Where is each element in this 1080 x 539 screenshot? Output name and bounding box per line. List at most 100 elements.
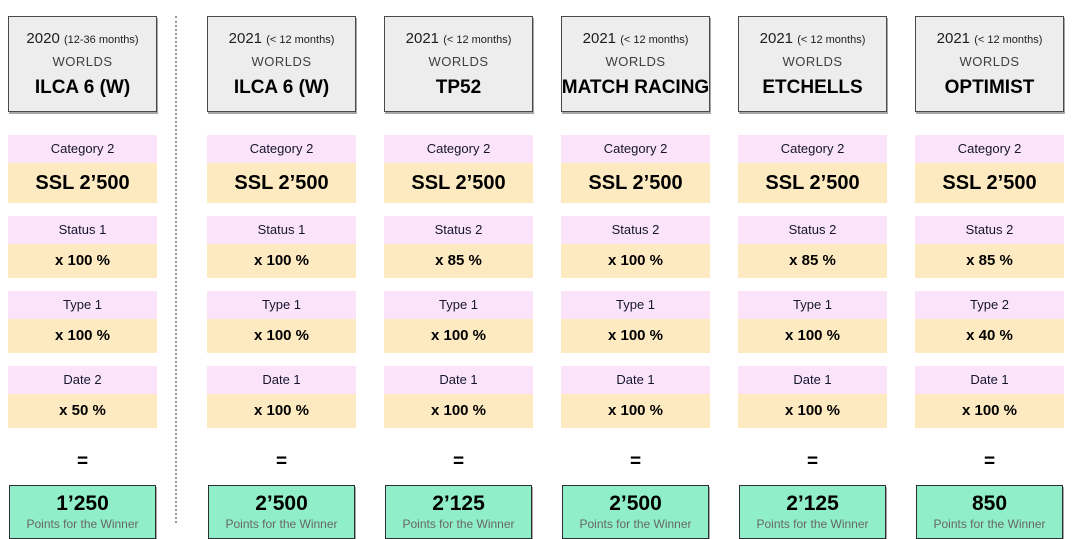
factor-category-value: SSL 2’500 bbox=[384, 163, 533, 203]
event-year: 2021 bbox=[228, 29, 263, 47]
equals-sign: = bbox=[806, 451, 819, 472]
factor-date-value: x 100 % bbox=[738, 394, 887, 428]
event-year: 2021 bbox=[759, 29, 794, 47]
points-caption: Points for the Winner bbox=[225, 517, 338, 531]
factor-category-label: Category 2 bbox=[738, 135, 887, 163]
event-name: ILCA 6 (W) bbox=[34, 76, 131, 98]
factor-category-value: SSL 2’500 bbox=[207, 163, 356, 203]
event-column-etchells-2021: 2021 (< 12 months) WORLDS ETCHELLS Categ… bbox=[738, 16, 887, 539]
factor-type-label: Type 1 bbox=[207, 291, 356, 319]
factor-status-value: x 85 % bbox=[384, 244, 533, 278]
factor-status: Status 1 x 100 % bbox=[207, 216, 356, 278]
event-header-box: 2021 (< 12 months) WORLDS TP52 bbox=[384, 16, 533, 112]
factor-status-value: x 85 % bbox=[915, 244, 1064, 278]
factor-type: Type 1 x 100 % bbox=[207, 291, 356, 353]
factor-category: Category 2 SSL 2’500 bbox=[8, 135, 157, 203]
points-caption: Points for the Winner bbox=[756, 517, 869, 531]
event-series: WORLDS bbox=[428, 54, 489, 69]
factor-status: Status 2 x 85 % bbox=[384, 216, 533, 278]
factor-category-label: Category 2 bbox=[207, 135, 356, 163]
points-result-box: 2’125 Points for the Winner bbox=[385, 485, 532, 539]
factor-date-label: Date 1 bbox=[915, 366, 1064, 394]
points-value: 2’500 bbox=[255, 492, 308, 515]
points-value: 2’125 bbox=[432, 492, 485, 515]
equals-sign: = bbox=[275, 451, 288, 472]
factor-type-label: Type 2 bbox=[915, 291, 1064, 319]
points-value: 1’250 bbox=[56, 492, 109, 515]
factor-type: Type 2 x 40 % bbox=[915, 291, 1064, 353]
points-result-box: 1’250 Points for the Winner bbox=[9, 485, 156, 539]
factor-status-label: Status 2 bbox=[384, 216, 533, 244]
factor-category-value: SSL 2’500 bbox=[8, 163, 157, 203]
factor-status-label: Status 1 bbox=[207, 216, 356, 244]
factor-type-value: x 100 % bbox=[8, 319, 157, 353]
factor-date-value: x 50 % bbox=[8, 394, 157, 428]
factor-status: Status 1 x 100 % bbox=[8, 216, 157, 278]
equals-sign: = bbox=[452, 451, 465, 472]
factor-date: Date 2 x 50 % bbox=[8, 366, 157, 428]
event-name: ILCA 6 (W) bbox=[233, 76, 330, 98]
event-year: 2021 bbox=[582, 29, 617, 47]
event-year: 2021 bbox=[405, 29, 440, 47]
event-period: (< 12 months) bbox=[443, 33, 512, 46]
event-year-line: 2021 (< 12 months) bbox=[406, 30, 512, 47]
event-name: OPTIMIST bbox=[944, 76, 1035, 98]
factor-date-label: Date 1 bbox=[738, 366, 887, 394]
factor-type-value: x 40 % bbox=[915, 319, 1064, 353]
event-period: (< 12 months) bbox=[974, 33, 1043, 46]
event-year-line: 2021 (< 12 months) bbox=[760, 30, 866, 47]
factor-date: Date 1 x 100 % bbox=[207, 366, 356, 428]
factor-category: Category 2 SSL 2’500 bbox=[207, 135, 356, 203]
event-header-box: 2021 (< 12 months) WORLDS ETCHELLS bbox=[738, 16, 887, 112]
points-caption: Points for the Winner bbox=[933, 517, 1046, 531]
factor-category-label: Category 2 bbox=[915, 135, 1064, 163]
factor-category: Category 2 SSL 2’500 bbox=[738, 135, 887, 203]
factor-status: Status 2 x 85 % bbox=[915, 216, 1064, 278]
event-period: (12-36 months) bbox=[63, 33, 139, 46]
event-year: 2021 bbox=[936, 29, 971, 47]
event-column-optimist-2021: 2021 (< 12 months) WORLDS OPTIMIST Categ… bbox=[915, 16, 1064, 539]
factor-status: Status 2 x 85 % bbox=[738, 216, 887, 278]
factor-category-label: Category 2 bbox=[8, 135, 157, 163]
factor-date-label: Date 1 bbox=[561, 366, 710, 394]
event-series: WORLDS bbox=[52, 54, 113, 69]
factor-status-value: x 100 % bbox=[561, 244, 710, 278]
event-period: (< 12 months) bbox=[620, 33, 689, 46]
factor-type: Type 1 x 100 % bbox=[8, 291, 157, 353]
factor-date: Date 1 x 100 % bbox=[915, 366, 1064, 428]
factor-status-value: x 85 % bbox=[738, 244, 887, 278]
factor-category: Category 2 SSL 2’500 bbox=[384, 135, 533, 203]
points-result-box: 2’500 Points for the Winner bbox=[208, 485, 355, 539]
factor-status-label: Status 1 bbox=[8, 216, 157, 244]
factor-date-value: x 100 % bbox=[561, 394, 710, 428]
points-caption: Points for the Winner bbox=[402, 517, 515, 531]
factor-status: Status 2 x 100 % bbox=[561, 216, 710, 278]
factor-type-label: Type 1 bbox=[738, 291, 887, 319]
year-divider-dashed-line bbox=[175, 16, 177, 523]
factor-type-value: x 100 % bbox=[738, 319, 887, 353]
factor-status-label: Status 2 bbox=[561, 216, 710, 244]
event-year-line: 2020 (12-36 months) bbox=[26, 30, 138, 47]
factor-category-value: SSL 2’500 bbox=[915, 163, 1064, 203]
factor-date-label: Date 2 bbox=[8, 366, 157, 394]
factor-type: Type 1 x 100 % bbox=[561, 291, 710, 353]
factor-type-value: x 100 % bbox=[561, 319, 710, 353]
event-series: WORLDS bbox=[959, 54, 1020, 69]
factor-category-value: SSL 2’500 bbox=[738, 163, 887, 203]
factor-category-value: SSL 2’500 bbox=[561, 163, 710, 203]
points-value: 2’500 bbox=[609, 492, 662, 515]
factor-status-label: Status 2 bbox=[915, 216, 1064, 244]
event-year-line: 2021 (< 12 months) bbox=[229, 30, 335, 47]
event-header-box: 2021 (< 12 months) WORLDS OPTIMIST bbox=[915, 16, 1064, 112]
factor-category-label: Category 2 bbox=[384, 135, 533, 163]
event-name: ETCHELLS bbox=[762, 76, 863, 98]
factor-status-value: x 100 % bbox=[207, 244, 356, 278]
factor-category-label: Category 2 bbox=[561, 135, 710, 163]
event-header-box: 2020 (12-36 months) WORLDS ILCA 6 (W) bbox=[8, 16, 157, 112]
event-period: (< 12 months) bbox=[266, 33, 335, 46]
factor-date-label: Date 1 bbox=[207, 366, 356, 394]
event-year-line: 2021 (< 12 months) bbox=[937, 30, 1043, 47]
factor-category: Category 2 SSL 2’500 bbox=[915, 135, 1064, 203]
points-value: 2’125 bbox=[786, 492, 839, 515]
